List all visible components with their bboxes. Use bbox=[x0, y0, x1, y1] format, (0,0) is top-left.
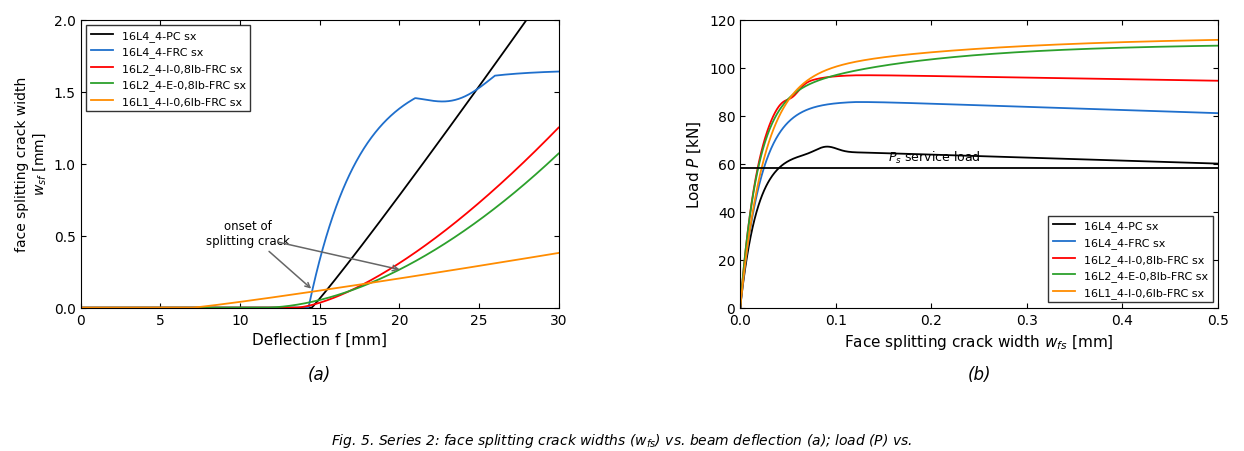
Text: Fig. 5. Series 2: face splitting crack widths ($w_{fs}$) vs. beam deflection (a): Fig. 5. Series 2: face splitting crack w… bbox=[331, 431, 913, 449]
X-axis label: Face splitting crack width $w_{fs}$ [mm]: Face splitting crack width $w_{fs}$ [mm] bbox=[845, 332, 1113, 351]
Legend: 16L4_4-PC sx, 16L4_4-FRC sx, 16L2_4-I-0,8lb-FRC sx, 16L2_4-E-0,8lb-FRC sx, 16L1_: 16L4_4-PC sx, 16L4_4-FRC sx, 16L2_4-I-0,… bbox=[86, 26, 250, 112]
Text: (a): (a) bbox=[309, 366, 331, 383]
X-axis label: Deflection f [mm]: Deflection f [mm] bbox=[253, 332, 387, 347]
Y-axis label: Load $P$ [kN]: Load $P$ [kN] bbox=[685, 120, 703, 208]
Text: $P_s$ service load: $P_s$ service load bbox=[888, 149, 982, 166]
Text: (b): (b) bbox=[968, 366, 991, 383]
Legend: 16L4_4-PC sx, 16L4_4-FRC sx, 16L2_4-I-0,8lb-FRC sx, 16L2_4-E-0,8lb-FRC sx, 16L1_: 16L4_4-PC sx, 16L4_4-FRC sx, 16L2_4-I-0,… bbox=[1049, 216, 1213, 303]
Y-axis label: face splitting crack width
$w_{sf}$ [mm]: face splitting crack width $w_{sf}$ [mm] bbox=[15, 77, 49, 252]
Text: onset of
splitting crack: onset of splitting crack bbox=[207, 219, 310, 288]
